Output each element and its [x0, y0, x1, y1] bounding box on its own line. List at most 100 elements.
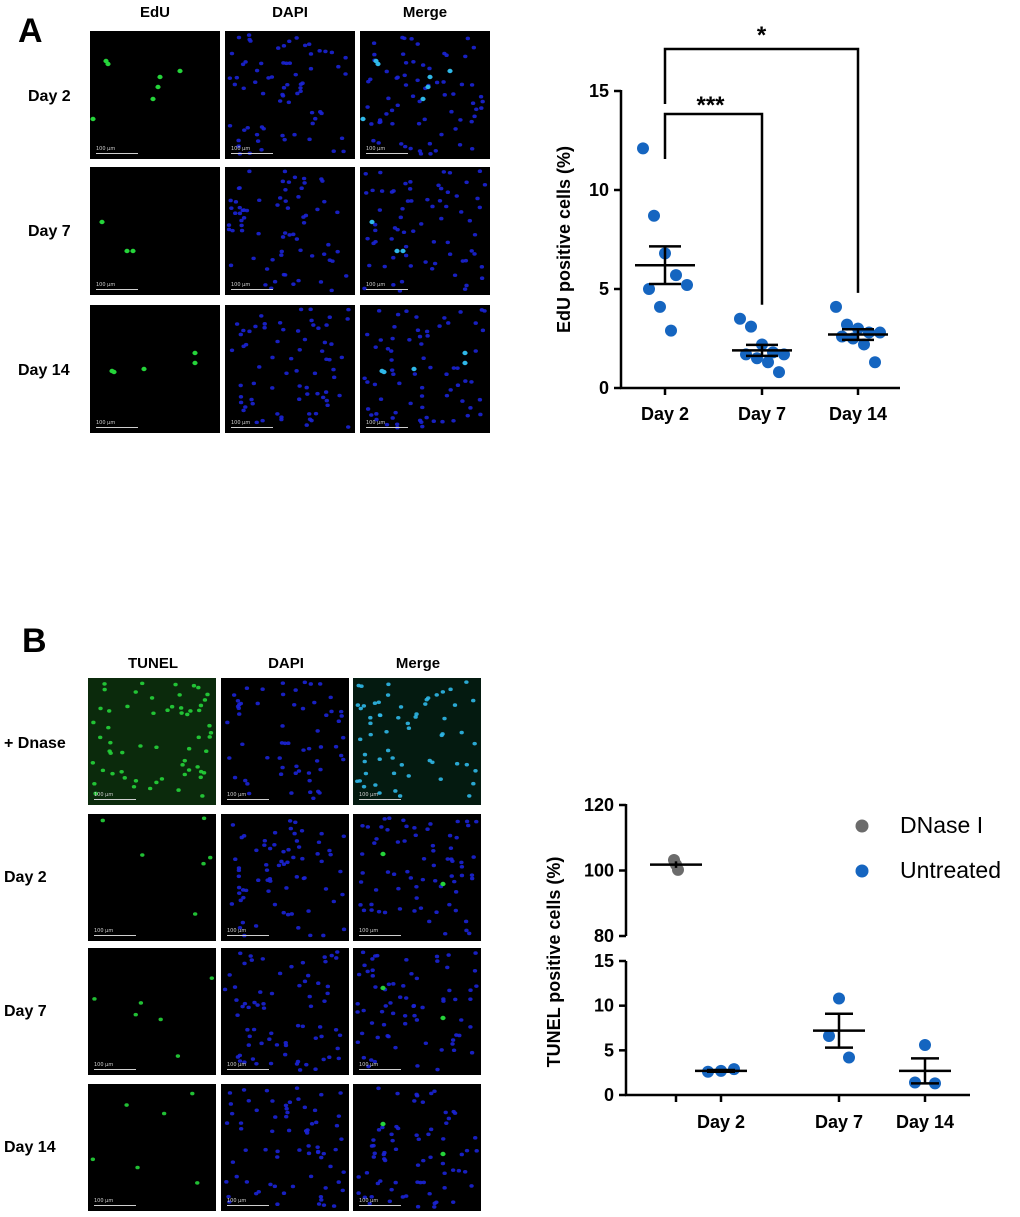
scale-bar: 100 µm	[227, 1198, 269, 1206]
merge-image: 100 µm	[353, 814, 481, 941]
merge-image: 100 µm	[353, 948, 481, 1075]
y-tick-label: 15	[594, 951, 614, 971]
scale-bar: 100 µm	[96, 146, 138, 154]
x-tick-label: Day 2	[697, 1112, 745, 1132]
y-axis-label: EdU positive cells (%)	[554, 146, 574, 333]
x-tick-label: Day 7	[815, 1112, 863, 1132]
data-point	[637, 142, 649, 155]
y-tick-label: 15	[589, 81, 609, 101]
x-tick-label: Day 14	[896, 1112, 954, 1132]
dapi-image: 100 µm	[225, 167, 355, 295]
panel-b-col-tunel: TUNEL	[128, 655, 178, 672]
data-point	[830, 300, 842, 313]
edu-chart: 0 5 10 15 Day 2 Day 7 Day 14 EdU positive cells…	[554, 22, 900, 424]
scale-bar: 100 µm	[227, 1062, 269, 1070]
legend-marker-untreated	[855, 864, 869, 878]
scale-bar: 100 µm	[227, 928, 269, 936]
panel-a-col-edu: EdU	[140, 4, 170, 21]
dapi-image: 100 µm	[221, 1084, 349, 1211]
y-tick-label: 120	[584, 795, 614, 815]
significance-bracket	[663, 47, 860, 293]
scale-bar: 100 µm	[94, 928, 136, 936]
data-point	[665, 324, 677, 337]
panel-a-row-day14: Day 14	[18, 362, 70, 379]
dapi-image: 100 µm	[221, 678, 349, 805]
data-point	[654, 300, 666, 313]
y-tick-label: 100	[584, 861, 614, 881]
y-tick-label: 0	[604, 1085, 614, 1105]
tunel-image: 100 µm	[88, 948, 216, 1075]
data-point-untreated	[823, 1030, 835, 1043]
scale-bar: 100 µm	[366, 420, 408, 428]
data-point-untreated	[833, 992, 845, 1005]
scale-bar: 100 µm	[231, 420, 273, 428]
merge-image: 100 µm	[353, 1084, 481, 1211]
y-axis-label: TUNEL positive cells (%)	[544, 857, 564, 1068]
dapi-image: 100 µm	[221, 948, 349, 1075]
merge-image: 100 µm	[360, 31, 490, 159]
scale-bar: 100 µm	[231, 146, 273, 154]
data-point	[773, 366, 785, 379]
data-point	[648, 209, 660, 222]
tunel-chart: 80 100 120 0 5 10 15 Day 2 Day 7 Day 14 TUNEL posi…	[544, 795, 1001, 1132]
panel-b-row-dnase: + Dnase	[4, 735, 66, 752]
edu-image: 100 µm	[90, 167, 220, 295]
y-tick-label: 80	[594, 926, 614, 946]
scale-bar: 100 µm	[96, 420, 138, 428]
scale-bar: 100 µm	[227, 792, 269, 800]
merge-image: 100 µm	[360, 167, 490, 295]
legend-label-dnase: DNase I	[900, 812, 983, 838]
scale-bar: 100 µm	[96, 282, 138, 290]
scale-bar: 100 µm	[359, 1198, 401, 1206]
legend-label-untreated: Untreated	[900, 857, 1001, 883]
data-point	[734, 312, 746, 325]
merge-image: 100 µm	[360, 305, 490, 433]
panel-a-col-dapi: DAPI	[272, 4, 308, 21]
x-tick-label: Day 7	[738, 404, 786, 424]
data-point	[858, 338, 870, 351]
tunel-image: 100 µm	[88, 814, 216, 941]
scale-bar: 100 µm	[94, 792, 136, 800]
dapi-image: 100 µm	[225, 31, 355, 159]
scale-bar: 100 µm	[359, 1062, 401, 1070]
data-point-untreated	[843, 1051, 855, 1064]
panel-a-row-day7: Day 7	[28, 223, 71, 240]
data-point	[745, 320, 757, 333]
data-point	[869, 356, 881, 369]
data-point-untreated	[919, 1038, 931, 1051]
panel-b-col-dapi: DAPI	[268, 655, 304, 672]
y-tick-label: 5	[604, 1040, 614, 1060]
y-tick-label: 10	[589, 180, 609, 200]
scale-bar: 100 µm	[366, 282, 408, 290]
panel-a-col-merge: Merge	[402, 4, 448, 21]
merge-image: 100 µm	[353, 678, 481, 805]
x-tick-label: Day 2	[641, 404, 689, 424]
panel-a-letter: A	[18, 12, 43, 50]
y-tick-label: 5	[599, 279, 609, 299]
dapi-image: 100 µm	[225, 305, 355, 433]
panel-a-row-day2: Day 2	[28, 88, 71, 105]
panel-b-row-day2: Day 2	[4, 869, 47, 886]
y-tick-label: 0	[599, 378, 609, 398]
tunel-image: 100 µm	[88, 1084, 216, 1211]
edu-image: 100 µm	[90, 305, 220, 433]
x-tick-label: Day 14	[829, 404, 887, 424]
panel-b-col-merge: Merge	[395, 655, 441, 672]
panel-b-row-day14: Day 14	[4, 1139, 56, 1156]
significance-bracket	[663, 112, 764, 305]
panel-b-letter: B	[22, 622, 47, 660]
scale-bar: 100 µm	[366, 146, 408, 154]
legend-marker-dnase	[855, 819, 869, 833]
data-point	[874, 326, 886, 339]
panel-b-row-day7: Day 7	[4, 1003, 47, 1020]
data-point	[762, 356, 774, 369]
edu-image: 100 µm	[90, 31, 220, 159]
scale-bar: 100 µm	[94, 1198, 136, 1206]
data-point	[681, 279, 693, 292]
y-tick-label: 10	[594, 996, 614, 1016]
scale-bar: 100 µm	[94, 1062, 136, 1070]
scale-bar: 100 µm	[231, 282, 273, 290]
significance-label: *	[757, 22, 767, 49]
significance-label: ***	[696, 92, 725, 119]
data-point	[841, 318, 853, 331]
